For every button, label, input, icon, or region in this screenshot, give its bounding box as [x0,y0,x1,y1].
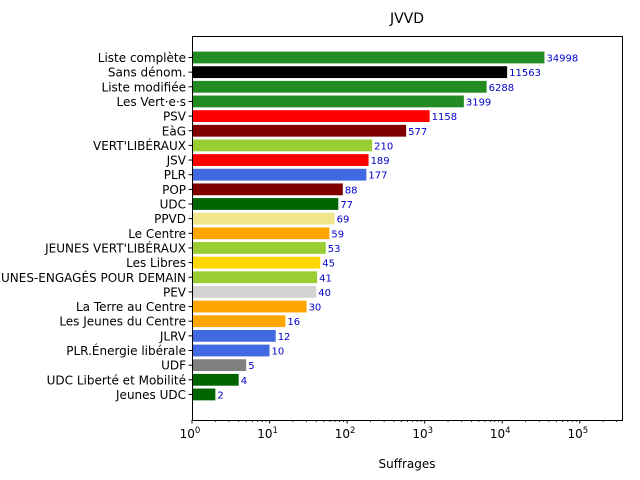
y-tick-label: Les Jeunes du Centre [59,315,186,329]
value-label: 10 [272,347,285,358]
plot-frame [192,36,623,421]
value-label: 5 [248,361,254,372]
y-tick-label: PLR.Énergie libérale [66,343,186,358]
bar-group [192,51,545,401]
value-label: 88 [345,185,358,196]
y-tick-label: EàG [162,124,186,138]
y-tick-label: Liste complète [98,51,186,65]
y-tick-label: PLR [164,168,186,182]
bar [192,256,321,269]
bar [192,51,545,64]
y-tick-label: UDC Liberté et Mobilité [47,373,186,387]
x-tick-label: 102 [335,426,356,441]
bar [192,315,286,328]
y-tick-label: UDC [160,198,186,212]
y-tick-label: Les Vert·e·s [117,95,187,109]
y-tick-label: La Terre au Centre [76,300,186,314]
y-tick-label: UDF [161,359,186,373]
value-label: 210 [374,141,393,152]
bar [192,66,508,79]
bar [192,271,318,284]
x-tick-group: 100 101 102 103 104 105 [180,420,618,441]
y-tick-label: PEV [163,285,187,299]
value-label: 577 [408,127,427,138]
value-label-group: 3499811563628831991158577210189177887769… [217,54,578,402]
x-tick-label: 100 [180,426,201,441]
bar [192,212,335,225]
bar [192,110,430,122]
bar [192,329,276,342]
bar [192,80,487,93]
bar [192,168,367,181]
bar [192,124,407,137]
x-tick-label: 103 [412,426,433,441]
value-label: 41 [319,273,332,284]
bar [192,95,464,108]
value-label: 53 [328,244,341,255]
value-label: 2 [217,390,223,401]
value-label: 34998 [546,54,578,65]
bar [192,359,247,372]
y-tick-label: Les Libres [126,256,186,270]
bar [192,227,330,240]
bar [192,373,239,386]
y-tick-label: PSV [163,110,187,124]
bar [192,286,317,298]
y-tick-label: Le Centre [128,227,186,241]
value-label: 1158 [432,112,457,123]
x-axis-label: Suffrages [378,457,435,471]
y-tick-label: JEUNES VERT'LIBÉRAUX [44,240,186,255]
value-label: 16 [287,317,300,328]
value-label: 6288 [489,83,514,94]
x-tick-label: 105 [567,426,588,441]
bar [192,198,339,210]
y-tick-label: Jeunes UDC [115,388,186,402]
y-tick-label: Liste modifiée [102,80,186,94]
bar [192,344,270,357]
value-label: 30 [309,303,322,314]
value-label: 59 [331,229,344,240]
y-tick-label: VERT'LIBÉRAUX [93,138,186,153]
y-tick-label: PPVD [154,212,186,226]
value-label: 45 [322,259,335,270]
x-tick-label: 104 [490,426,511,441]
value-label: 189 [371,156,390,167]
value-label: 3199 [466,97,491,108]
value-label: 4 [241,376,247,387]
bar [192,154,369,166]
x-tick-label: 101 [257,426,278,441]
value-label: 11563 [509,68,541,79]
chart-title: JVVD [389,11,424,27]
bar [192,388,216,401]
value-label: 12 [278,332,291,343]
y-tick-label: POP [162,183,186,197]
y-tick-label: Sans dénom. [108,66,186,80]
bar [192,242,326,254]
bar [192,300,307,313]
y-tick-label: JLRV [159,329,187,343]
value-label: 40 [318,288,331,299]
value-label: 77 [340,200,353,211]
y-tick-label: JSV [166,154,187,168]
bar [192,139,373,152]
y-tick-label: JEUNES-ENGAGÉS POUR DEMAIN [0,270,186,285]
value-label: 69 [337,215,350,226]
bar [192,183,343,196]
value-label: 177 [368,171,387,182]
